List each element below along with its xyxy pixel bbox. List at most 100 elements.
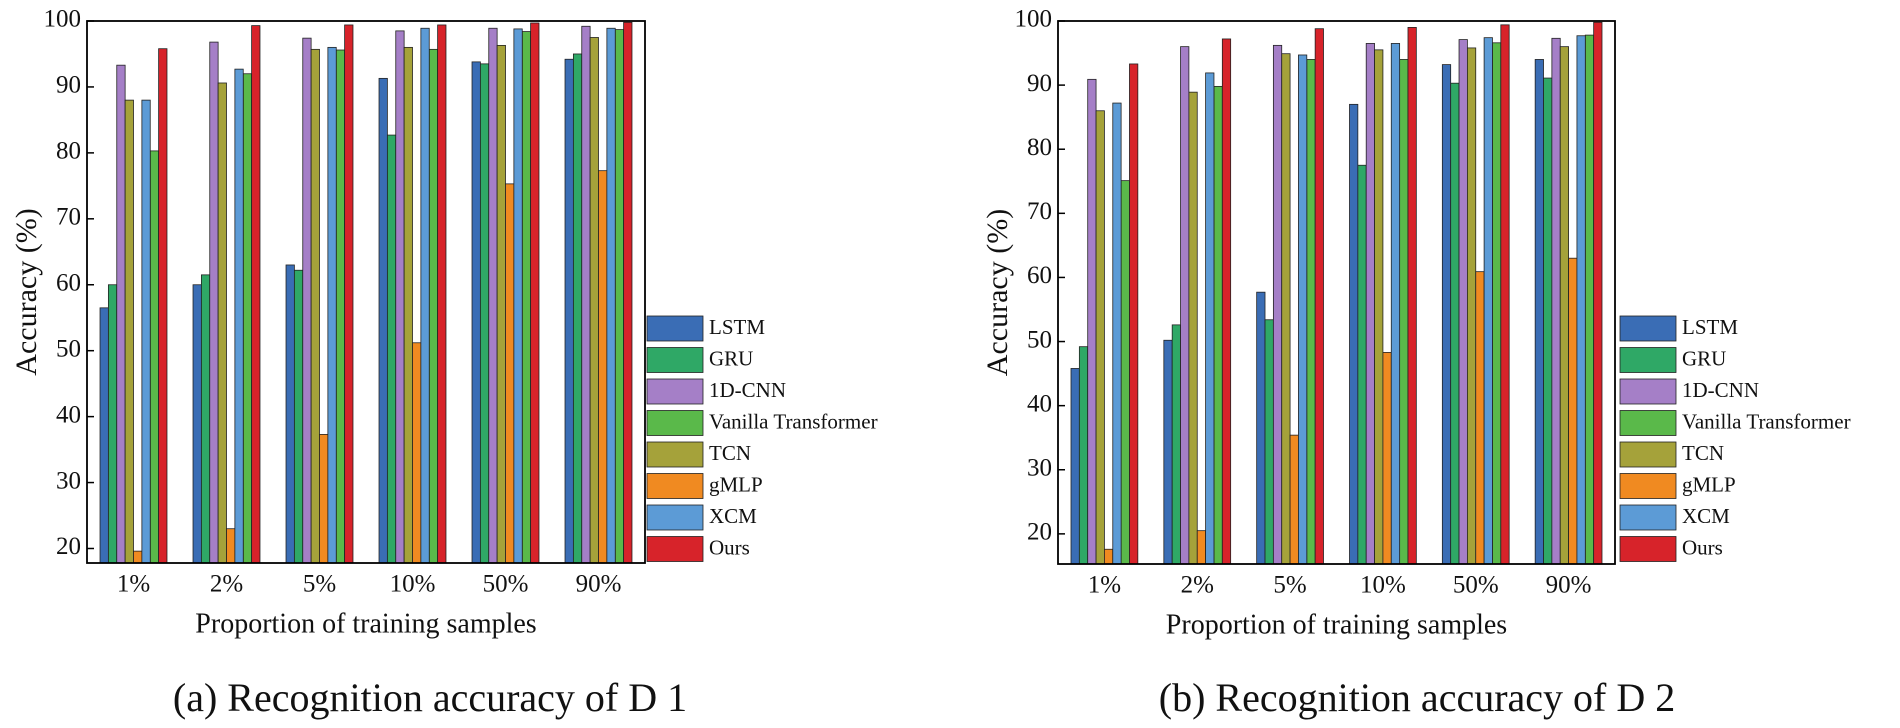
bar [598, 170, 608, 564]
legend-swatch [1619, 315, 1677, 342]
legend-swatch [1619, 536, 1677, 562]
bar [242, 73, 253, 564]
legend-label: XCM [1682, 504, 1730, 528]
bar [403, 46, 413, 564]
bar [226, 528, 236, 564]
bar [581, 25, 591, 564]
x-tick-label: 5% [303, 571, 336, 598]
legend-label: gMLP [709, 472, 763, 496]
bar [564, 58, 574, 564]
bar [1256, 291, 1266, 565]
bar [285, 264, 295, 564]
legend-swatch [646, 378, 704, 405]
bar [513, 28, 523, 564]
y-tick-label: 20 [56, 533, 81, 560]
y-tick-label: 40 [56, 401, 81, 428]
y-tick-label: 90 [1027, 70, 1052, 97]
bar [623, 21, 633, 564]
bar [1298, 54, 1308, 565]
bar [1078, 346, 1089, 565]
bar [200, 274, 211, 564]
bar [1441, 64, 1452, 565]
bar [1289, 434, 1299, 565]
legend-label: GRU [709, 346, 753, 370]
bar [1466, 47, 1477, 565]
bar [99, 307, 109, 564]
bar [1407, 27, 1417, 565]
x-tick-label: 2% [1181, 572, 1214, 599]
bar [1450, 82, 1460, 565]
legend-swatch [646, 473, 704, 499]
legend-swatch [1619, 410, 1677, 436]
bar [572, 53, 583, 564]
bar [1070, 368, 1080, 565]
caption: (b) Recognition accuracy of D 2 [1159, 675, 1675, 720]
bar [149, 150, 160, 564]
x-tick-label: 10% [390, 571, 436, 598]
bar [327, 46, 337, 564]
bar [124, 99, 134, 564]
bar [1306, 59, 1316, 565]
y-axis-title: Accuracy (%) [981, 209, 1014, 376]
y-tick-label: 90 [56, 72, 81, 99]
bar [1272, 44, 1283, 565]
bar [1458, 39, 1468, 565]
legend-swatch [646, 347, 704, 373]
bar [1095, 110, 1105, 565]
bar [505, 183, 515, 564]
bar [1213, 85, 1223, 565]
bar [1112, 102, 1122, 565]
bar [386, 134, 397, 564]
y-tick-label: 50 [1027, 326, 1052, 353]
legend-swatch [1619, 378, 1677, 405]
bar [1568, 257, 1578, 565]
bar [217, 82, 227, 564]
bar [1365, 43, 1375, 565]
legend-label: Ours [709, 535, 750, 559]
bar [1374, 49, 1384, 565]
bar [1492, 42, 1502, 565]
bar [209, 41, 219, 564]
bar [234, 68, 244, 564]
bar [530, 22, 540, 564]
bar [614, 29, 625, 564]
bar [479, 63, 490, 564]
bar [107, 284, 118, 564]
y-tick-label: 100 [1015, 6, 1053, 33]
y-tick-label: 30 [56, 467, 81, 494]
bar [251, 25, 261, 564]
bar [1576, 35, 1586, 565]
legend-label: TCN [709, 441, 751, 465]
bar [1205, 72, 1215, 565]
y-tick-label: 20 [1027, 519, 1052, 546]
bar [1382, 352, 1392, 565]
plot-frame [86, 20, 646, 564]
x-tick-label: 50% [483, 571, 529, 598]
legend-swatch [646, 504, 704, 531]
bar [428, 48, 439, 564]
y-axis-title: Accuracy (%) [10, 208, 43, 375]
legend-label: Ours [1682, 535, 1723, 559]
bar [1188, 91, 1198, 565]
x-tick-label: 1% [1088, 572, 1121, 599]
x-axis-title: Proportion of training samples [1166, 609, 1507, 640]
bar [1196, 530, 1207, 565]
y-tick-label: 100 [44, 6, 82, 33]
legend-label: GRU [1682, 346, 1726, 370]
y-tick-label: 30 [1027, 454, 1052, 481]
legend-label: Vanilla Transformer [709, 409, 878, 433]
x-tick-label: 90% [576, 571, 622, 598]
legend-label: LSTM [709, 315, 765, 339]
bar [1180, 46, 1190, 565]
caption: (a) Recognition accuracy of D 1 [173, 675, 687, 720]
x-tick-label: 2% [210, 571, 243, 598]
bar [1349, 103, 1359, 565]
bar [116, 64, 126, 564]
bar [1087, 78, 1097, 565]
plot-frame [1057, 20, 1616, 565]
bar [319, 434, 329, 564]
x-tick-label: 5% [1273, 572, 1306, 599]
y-tick-label: 70 [56, 204, 81, 231]
legend-label: LSTM [1682, 315, 1738, 339]
